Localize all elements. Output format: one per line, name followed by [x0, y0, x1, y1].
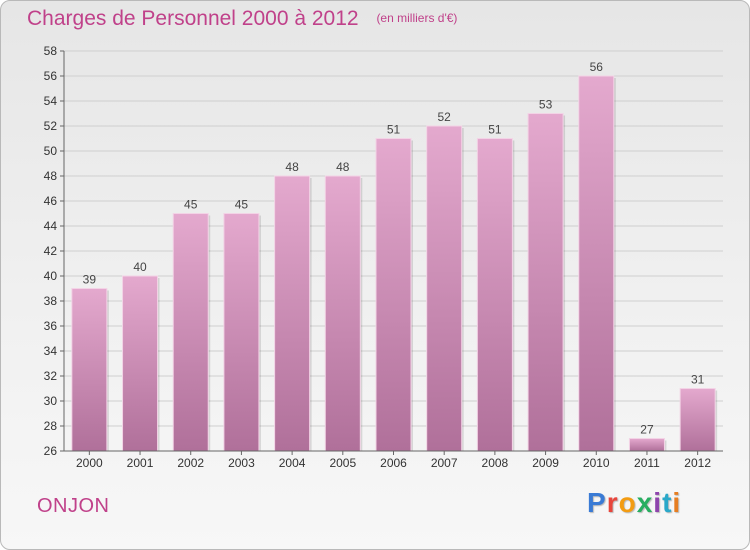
- bar-value-label: 27: [640, 423, 654, 437]
- bar-value-label: 53: [539, 98, 553, 112]
- y-tick-label: 54: [44, 94, 58, 108]
- bar: [628, 438, 665, 452]
- y-tick-label: 48: [44, 169, 58, 183]
- x-tick-label: 2004: [279, 456, 306, 470]
- y-tick-label: 36: [44, 319, 58, 333]
- y-tick-label: 28: [44, 419, 58, 433]
- y-tick-label: 44: [44, 219, 58, 233]
- bar: [426, 125, 463, 452]
- bar: [679, 388, 716, 452]
- bar-value-label: 45: [235, 198, 249, 212]
- y-tick-label: 30: [44, 394, 58, 408]
- bar-value-label: 48: [285, 160, 299, 174]
- y-tick-label: 52: [44, 119, 58, 133]
- bar: [274, 175, 311, 452]
- x-tick-label: 2012: [684, 456, 711, 470]
- bar: [122, 275, 159, 452]
- bar: [375, 138, 412, 452]
- y-tick-label: 42: [44, 244, 58, 258]
- bar-value-label: 45: [184, 198, 198, 212]
- y-tick-label: 46: [44, 194, 58, 208]
- bar: [223, 213, 260, 452]
- bar-value-label: 40: [133, 260, 147, 274]
- logo-letter: o: [618, 487, 637, 518]
- labels: 39 40 45 45 48 48 51 52 51 53 56 27 31: [83, 60, 705, 437]
- bar: [476, 138, 513, 452]
- y-tick-label: 38: [44, 294, 58, 308]
- y-tick-label: 34: [44, 344, 58, 358]
- chart-subtitle: (en milliers d'€): [376, 11, 458, 25]
- bar-value-label: 52: [438, 110, 452, 124]
- x-tick-label: 2003: [228, 456, 255, 470]
- axes: 26 28 30 32 34 36 38 40 42 44 46 48 50 52 54 56 58 2000 20…: [44, 44, 723, 470]
- commune-name: ONJON: [37, 495, 110, 517]
- x-tick-label: 2000: [76, 456, 103, 470]
- chart-title-text: Charges de Personnel 2000 à 2012: [27, 7, 359, 30]
- x-tick-label: 2006: [380, 456, 407, 470]
- bar: [527, 113, 564, 452]
- y-tick-label: 40: [44, 269, 58, 283]
- logo-letter: P: [587, 487, 607, 518]
- x-tick-label: 2002: [177, 456, 204, 470]
- x-tick-label: 2008: [482, 456, 509, 470]
- bar: [172, 213, 209, 452]
- bar-value-label: 51: [488, 123, 502, 137]
- x-tick-label: 2007: [431, 456, 458, 470]
- y-tick-label: 26: [44, 444, 58, 458]
- bar-value-label: 39: [83, 273, 97, 287]
- bar: [71, 288, 108, 452]
- bar-value-label: 56: [590, 60, 604, 74]
- bars: [71, 75, 718, 452]
- logo-letter: x: [636, 487, 654, 518]
- logo-letter: t: [662, 487, 673, 518]
- y-tick-label: 56: [44, 69, 58, 83]
- bar-value-label: 31: [691, 373, 705, 387]
- x-tick-label: 2010: [583, 456, 610, 470]
- proxiti-logo[interactable]: Proxiti: [587, 487, 681, 519]
- logo-letter: i: [653, 487, 663, 518]
- x-tick-label: 2009: [532, 456, 559, 470]
- y-tick-label: 32: [44, 369, 58, 383]
- x-tick-label: 2005: [329, 456, 356, 470]
- x-tick-label: 2011: [634, 456, 660, 470]
- y-tick-label: 58: [44, 44, 58, 58]
- logo-letter: i: [672, 487, 682, 518]
- bar: [578, 75, 615, 452]
- chart-title: Charges de Personnel 2000 à 2012 (en mil…: [27, 7, 457, 31]
- y-tick-label: 50: [44, 144, 58, 158]
- bar: [324, 175, 361, 452]
- bar-value-label: 48: [336, 160, 350, 174]
- bar-value-label: 51: [387, 123, 401, 137]
- x-tick-label: 2001: [127, 456, 154, 470]
- logo-letter: r: [606, 487, 619, 518]
